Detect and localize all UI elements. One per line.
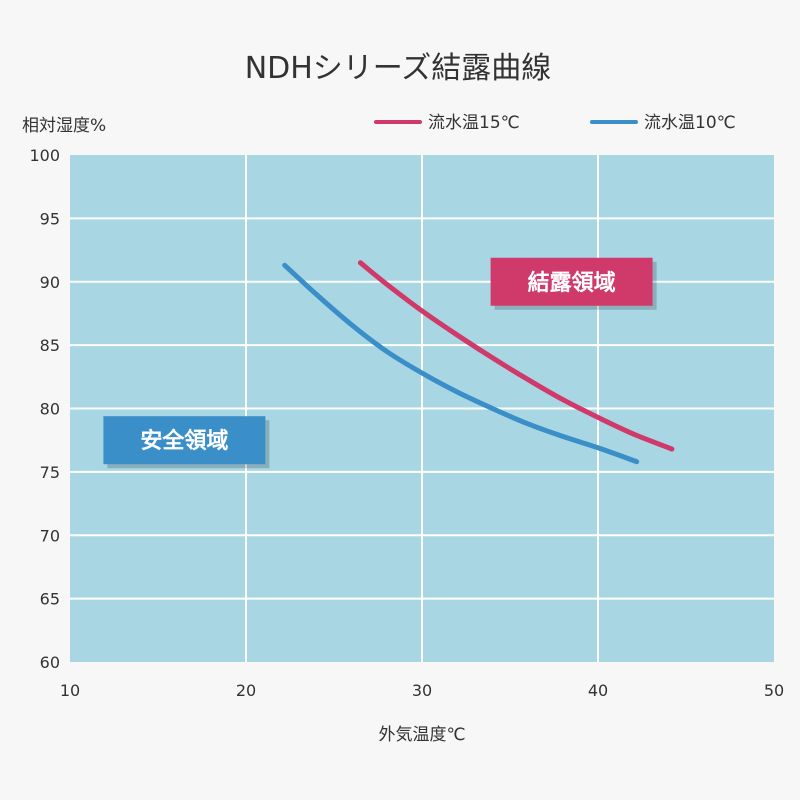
chart-title: NDHシリーズ結露曲線: [245, 51, 552, 86]
series-line-10: [282, 262, 640, 465]
condensation-region-label: 結露領域: [490, 257, 657, 310]
y-tick-label: 90: [40, 273, 60, 292]
x-tick-label: 40: [588, 681, 608, 700]
y-tick-label: 80: [40, 400, 60, 419]
region-box: [103, 416, 266, 465]
safe-region-label: 安全領域: [103, 416, 270, 469]
y-tick-labels: 60 65 70 75 80 85 90 95 100: [29, 146, 60, 672]
x-tick-labels: 10 20 30 40 50: [60, 681, 784, 700]
y-tick-label: 70: [40, 526, 60, 545]
y-tick-label: 85: [40, 336, 60, 355]
region-text: 結露領域: [528, 270, 616, 296]
legend: 流水温15℃ 流水温10℃: [374, 113, 736, 133]
x-tick-label: 20: [236, 681, 256, 700]
y-tick-label: 65: [40, 590, 60, 609]
x-tick-label: 50: [764, 681, 784, 700]
x-axis-label: 外気温度℃: [378, 725, 465, 745]
grid: [70, 155, 774, 662]
y-axis-label: 相対湿度%: [22, 116, 106, 136]
y-tick-label: 75: [40, 463, 60, 482]
series-lines: [282, 260, 675, 465]
y-tick-label: 60: [40, 653, 60, 672]
y-tick-label: 100: [29, 146, 60, 165]
x-tick-label: 10: [60, 681, 80, 700]
region-text: 安全領域: [140, 428, 228, 454]
legend-label-10: 流水温10℃: [644, 113, 736, 133]
legend-label-15: 流水温15℃: [428, 113, 520, 133]
region-box: [490, 257, 653, 306]
x-tick-label: 30: [412, 681, 432, 700]
y-tick-label: 95: [40, 209, 60, 228]
series-line-15: [357, 260, 675, 452]
